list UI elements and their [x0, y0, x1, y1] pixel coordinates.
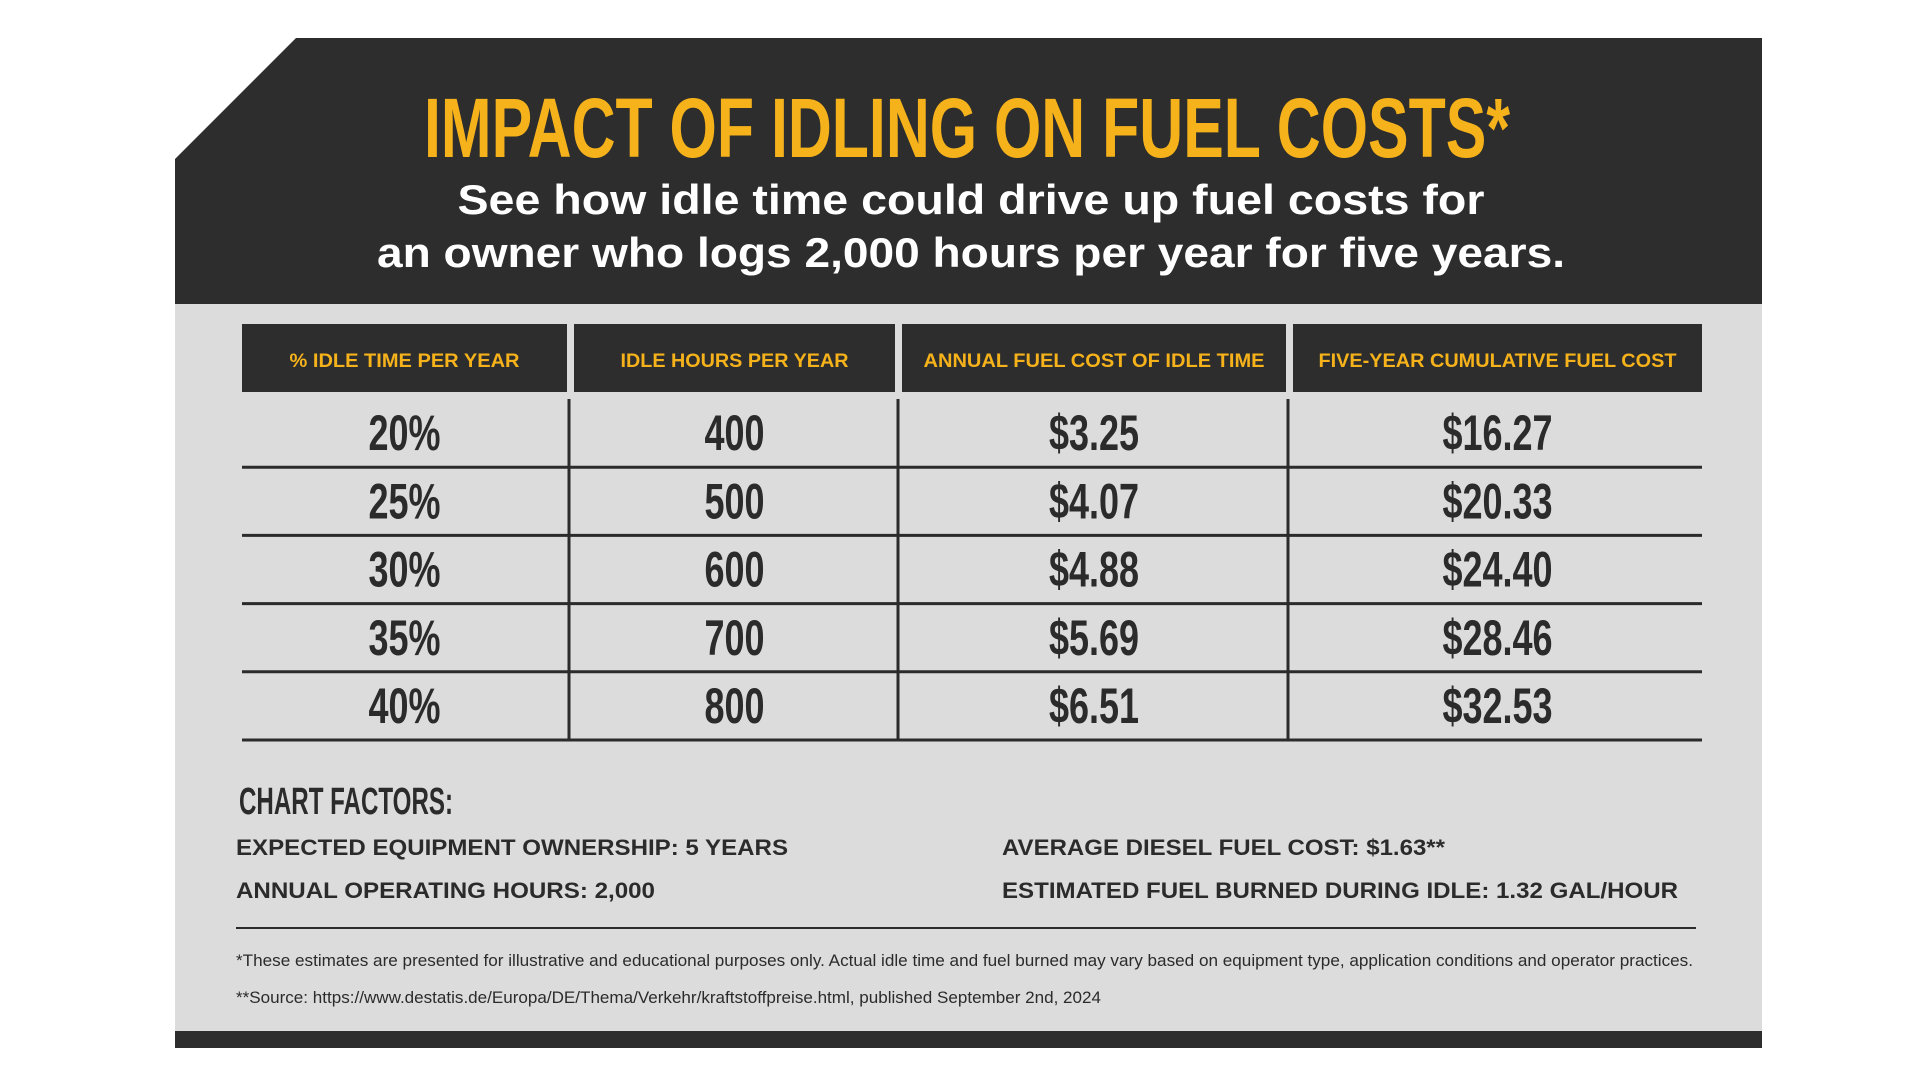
header-cell [902, 324, 1286, 392]
cell: 700 [704, 611, 764, 666]
cell: 30% [368, 543, 440, 598]
cell: $20.33 [1442, 475, 1552, 530]
subtitle: See how idle time could drive up fuel co… [458, 176, 1485, 223]
factor: EXPECTED EQUIPMENT OWNERSHIP: 5 YEARS [236, 835, 788, 860]
cell: $28.46 [1442, 611, 1552, 666]
column-header: IDLE HOURS PER YEAR [621, 351, 849, 372]
cell: 500 [704, 475, 764, 530]
cell: 40% [368, 679, 440, 734]
footnote: *These estimates are presented for illus… [236, 951, 1693, 970]
cell: $16.27 [1442, 407, 1552, 462]
column-header: ANNUAL FUEL COST OF IDLE TIME [924, 351, 1265, 372]
cell: 35% [368, 611, 440, 666]
subtitle: an owner who logs 2,000 hours per year f… [377, 229, 1565, 276]
factors-title: CHART FACTORS: [239, 781, 453, 823]
cell: 400 [704, 407, 764, 462]
table: % IDLE TIME PER YEAR IDLE HOURS PER YEAR A… [242, 324, 1702, 742]
cell: $5.69 [1049, 611, 1139, 666]
factor: ESTIMATED FUEL BURNED DURING IDLE: 1.32 … [1002, 878, 1678, 903]
title: IMPACT OF IDLING ON FUEL COSTS* [424, 81, 1510, 175]
cell: $32.53 [1442, 679, 1552, 734]
cell: $3.25 [1049, 407, 1139, 462]
header-band [175, 38, 1762, 304]
cell: $4.07 [1049, 475, 1139, 530]
header-cell [1293, 324, 1702, 392]
panel [175, 300, 1762, 1040]
column-header: FIVE-YEAR CUMULATIVE FUEL COST [1319, 351, 1677, 372]
cell: 600 [704, 543, 764, 598]
factor: ANNUAL OPERATING HOURS: 2,000 [236, 878, 655, 903]
cell: $24.40 [1442, 543, 1552, 598]
cell: 25% [368, 475, 440, 530]
footnote: **Source: https://www.destatis.de/Europa… [236, 988, 1101, 1007]
cell: 800 [704, 679, 764, 734]
cell: $4.88 [1049, 543, 1139, 598]
column-header: % IDLE TIME PER YEAR [290, 351, 520, 372]
factor: AVERAGE DIESEL FUEL COST: $1.63** [1002, 835, 1445, 860]
footer-band [175, 1031, 1762, 1048]
cell: 20% [368, 407, 440, 462]
header-cell [242, 324, 567, 392]
header-cell [574, 324, 895, 392]
cell: $6.51 [1049, 679, 1139, 734]
